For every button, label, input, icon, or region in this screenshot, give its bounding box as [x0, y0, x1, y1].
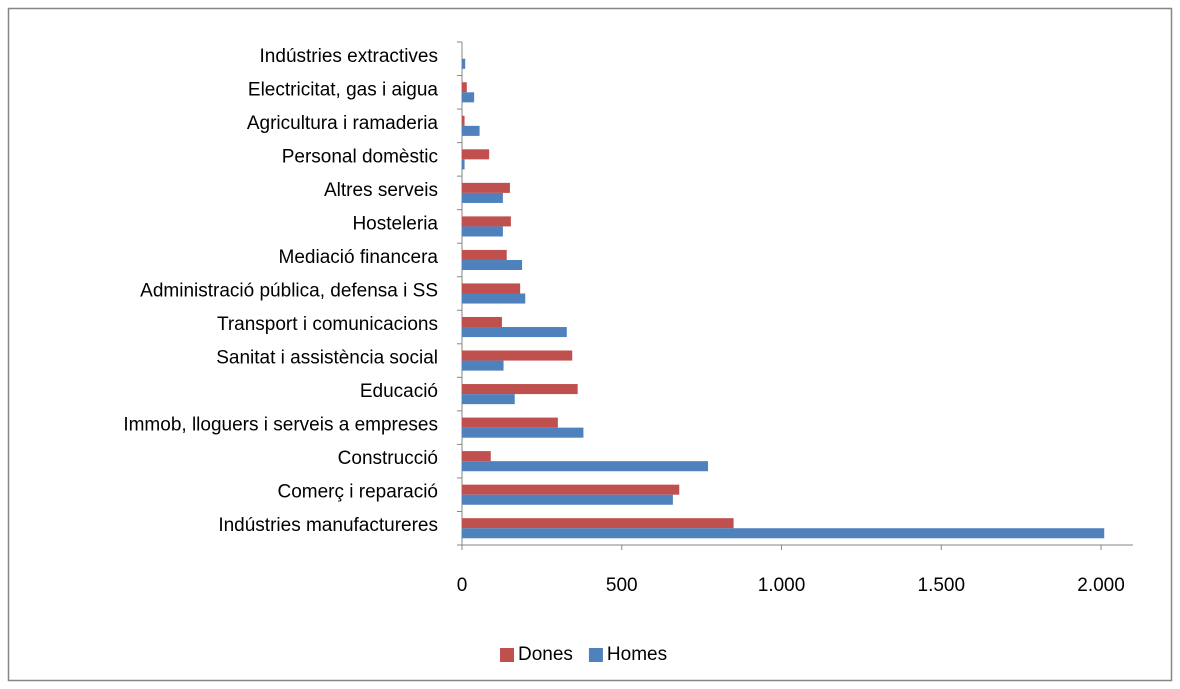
bar — [462, 125, 480, 136]
bar — [462, 528, 1105, 539]
legend-label: Dones — [518, 644, 573, 665]
bar — [462, 360, 504, 371]
chart-border — [7, 7, 1173, 682]
y-tick-label: Administració pública, defensa i SS — [140, 281, 438, 302]
x-tick-label: 1.500 — [918, 575, 966, 596]
bar — [462, 316, 502, 328]
bar — [462, 92, 475, 103]
y-tick-label: Indústries manufactureres — [218, 515, 438, 536]
bar — [462, 259, 523, 271]
bar — [462, 427, 584, 438]
bar — [462, 327, 567, 338]
bar — [462, 182, 510, 193]
bar — [462, 149, 490, 160]
bar — [462, 283, 521, 294]
legend-swatch — [500, 648, 514, 662]
x-tick-label: 0 — [457, 575, 468, 596]
y-tick-label: Comerç i reparació — [278, 482, 439, 503]
y-tick-label: Construcció — [338, 448, 438, 469]
x-tick-label: 500 — [606, 575, 638, 596]
bar — [462, 58, 466, 69]
bar — [462, 192, 503, 203]
bar — [462, 82, 467, 93]
y-tick-label: Transport i comunicacions — [217, 314, 438, 335]
y-tick-label: Altres serveis — [324, 180, 438, 201]
bar — [462, 394, 515, 405]
y-tick-label: Indústries extractives — [260, 46, 438, 67]
y-tick-label: Agricultura i ramaderia — [247, 113, 439, 134]
bar — [462, 494, 673, 505]
legend-swatch — [588, 648, 603, 662]
bar — [462, 461, 709, 472]
bar — [462, 451, 491, 462]
y-tick-label: Hosteleria — [352, 213, 438, 234]
bar — [462, 216, 511, 227]
y-tick-label: Electricitat, gas i aigua — [248, 79, 439, 100]
x-tick-label: 1.000 — [758, 575, 806, 596]
bar — [462, 115, 465, 126]
y-tick-label: Mediació financera — [279, 247, 439, 268]
y-tick-label: Sanitat i assistència social — [216, 348, 438, 369]
y-tick-label: Personal domèstic — [282, 146, 438, 167]
bar — [462, 417, 558, 428]
bar — [462, 226, 503, 237]
bar — [462, 249, 507, 260]
bar — [462, 293, 526, 304]
bar — [462, 518, 734, 529]
y-tick-label: Immob, lloguers i serveis a empreses — [123, 415, 438, 436]
x-tick-label: 2.000 — [1077, 575, 1125, 596]
y-tick-label: Educació — [360, 381, 438, 402]
bar — [462, 384, 578, 395]
bar — [462, 484, 680, 495]
bar — [462, 350, 573, 361]
legend-label: Homes — [607, 644, 667, 665]
bar — [462, 159, 465, 170]
